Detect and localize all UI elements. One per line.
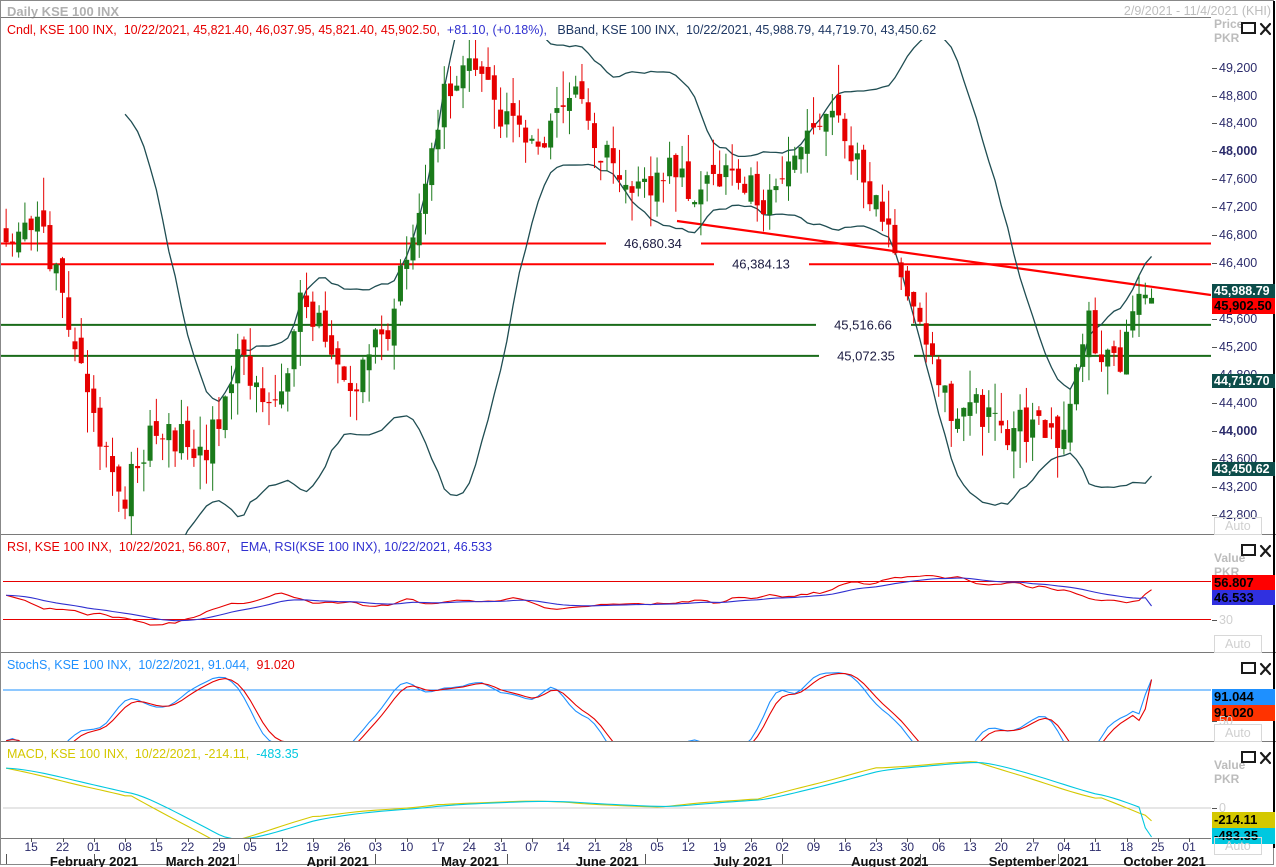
svg-text:46,680.34: 46,680.34 (624, 236, 682, 251)
svg-text:45,072.35: 45,072.35 (837, 349, 895, 364)
svg-text:46,384.13: 46,384.13 (732, 257, 790, 272)
svg-text:45,516.66: 45,516.66 (834, 318, 892, 333)
